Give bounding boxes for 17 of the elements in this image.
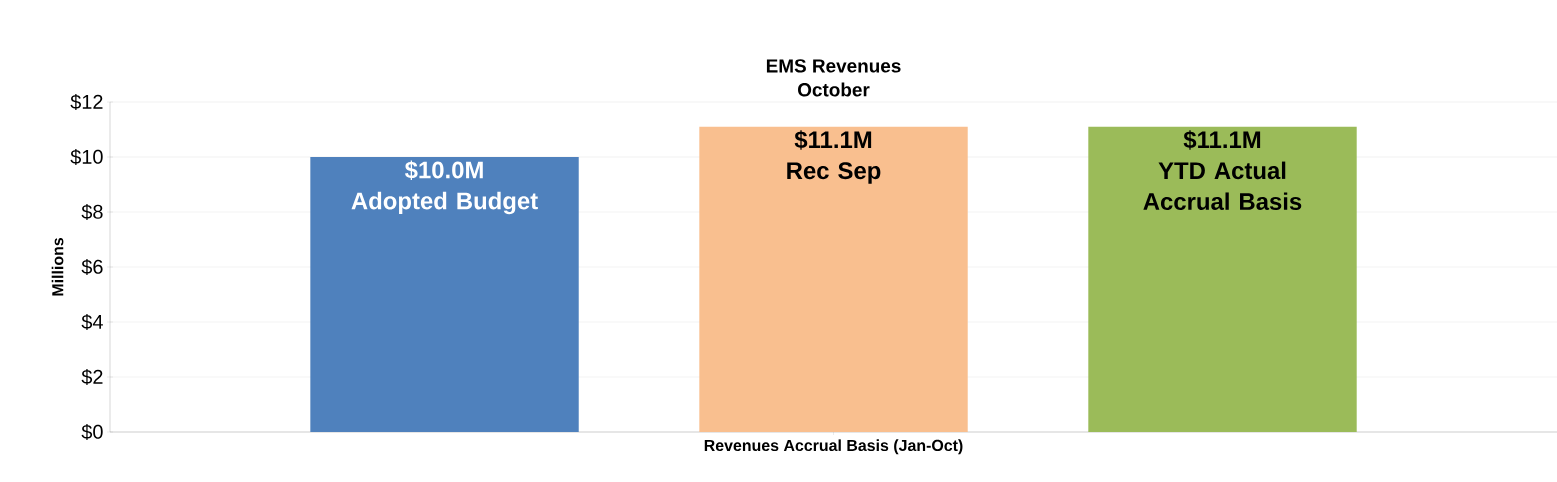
chart-subtitle: October (798, 82, 870, 97)
series-label: YTD Actual Accrual Basis (1143, 161, 1302, 211)
data-label: $11.1M (794, 130, 872, 150)
series-label: Rec Sep (787, 162, 881, 184)
chart-title: EMS Revenues (766, 59, 901, 73)
y-axis-title: Millions (51, 237, 64, 296)
data-label: $10.0M (404, 160, 483, 181)
y-tick-label: $8 (81, 203, 103, 221)
series-label: Adopted Budget (351, 191, 538, 215)
y-tick-label: $6 (81, 258, 103, 276)
y-tick-label: $2 (81, 368, 103, 386)
data-label: $11.1M (1183, 130, 1261, 150)
x-axis-title: Revenues Accrual Basis (Jan-Oct) (704, 439, 963, 455)
y-tick-label: $12 (70, 93, 103, 111)
y-tick-label: $10 (70, 148, 103, 166)
y-tick-label: $4 (81, 313, 103, 331)
y-tick-label: $0 (81, 423, 103, 441)
